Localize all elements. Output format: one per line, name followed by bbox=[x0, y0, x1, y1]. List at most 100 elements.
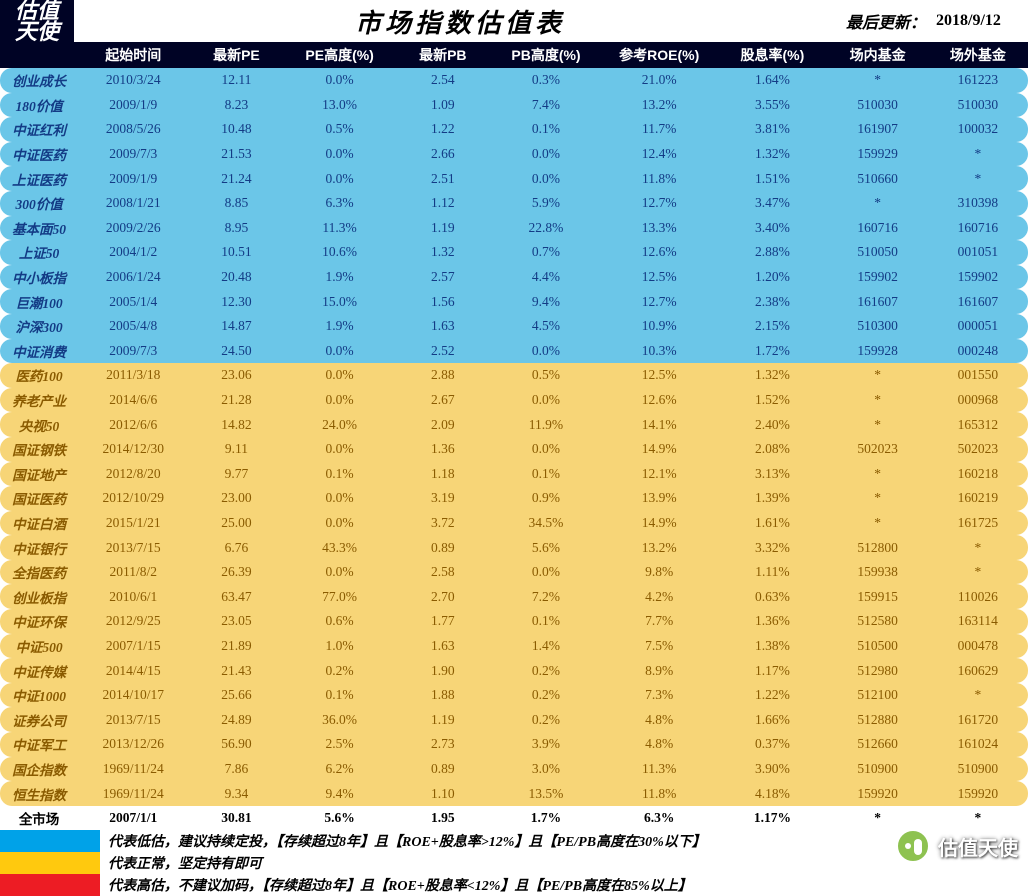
cell: 2.38% bbox=[717, 289, 827, 314]
cell: 000478 bbox=[928, 634, 1028, 659]
cell: 0.37% bbox=[717, 732, 827, 757]
legend-text: 代表低估，建议持续定投，【存续超过8年】且【ROE+股息率>12%】且【PE/P… bbox=[108, 831, 706, 851]
cell: 1.7% bbox=[491, 806, 601, 831]
table-row: 创业成长2010/3/2412.110.0%2.540.3%21.0%1.64%… bbox=[0, 68, 1028, 93]
cell: 0.2% bbox=[491, 658, 601, 683]
cell: 7.7% bbox=[601, 609, 717, 634]
cell: 161607 bbox=[928, 289, 1028, 314]
cell: 2008/5/26 bbox=[78, 117, 188, 142]
cell: 163114 bbox=[928, 609, 1028, 634]
cell: 1.19 bbox=[395, 216, 491, 241]
cell: 12.7% bbox=[601, 191, 717, 216]
table-row: 养老产业2014/6/621.280.0%2.670.0%12.6%1.52%*… bbox=[0, 388, 1028, 413]
cell: 43.3% bbox=[285, 535, 395, 560]
cell: 36.0% bbox=[285, 707, 395, 732]
cell: 1.19 bbox=[395, 707, 491, 732]
cell: 1.32% bbox=[717, 142, 827, 167]
index-name: 全市场 bbox=[0, 806, 78, 831]
cell: 160716 bbox=[928, 216, 1028, 241]
cell: 13.9% bbox=[601, 486, 717, 511]
cell: 10.9% bbox=[601, 314, 717, 339]
cell: 1.22% bbox=[717, 683, 827, 708]
cell: 512980 bbox=[828, 658, 928, 683]
index-name: 全指医药 bbox=[0, 560, 78, 585]
cell: 23.00 bbox=[188, 486, 284, 511]
cell: 2009/1/9 bbox=[78, 93, 188, 118]
table-row: 国企指数1969/11/247.866.2%0.893.0%11.3%3.90%… bbox=[0, 757, 1028, 782]
cell: 15.0% bbox=[285, 289, 395, 314]
cell: 510660 bbox=[828, 166, 928, 191]
cell: 2010/3/24 bbox=[78, 68, 188, 93]
cell: 2.09 bbox=[395, 412, 491, 437]
cell: 160716 bbox=[828, 216, 928, 241]
cell: 2.08% bbox=[717, 437, 827, 462]
index-name: 医药100 bbox=[0, 363, 78, 388]
legend-text: 代表高估，不建议加码，【存续超过8年】且【ROE+股息率<12%】且【PE/PB… bbox=[108, 875, 692, 895]
cell: * bbox=[928, 806, 1028, 831]
table-row: 上证医药2009/1/921.240.0%2.510.0%11.8%1.51%5… bbox=[0, 166, 1028, 191]
cell: * bbox=[828, 412, 928, 437]
cell: * bbox=[828, 388, 928, 413]
page-header: 估值 天使 市场指数估值表 最后更新： 2018/9/12 bbox=[0, 0, 1028, 42]
cell: 1.11% bbox=[717, 560, 827, 585]
cell: 0.9% bbox=[491, 486, 601, 511]
cell: 1.39% bbox=[717, 486, 827, 511]
cell: 2012/8/20 bbox=[78, 462, 188, 487]
cell: 512660 bbox=[828, 732, 928, 757]
cell: 1.32 bbox=[395, 240, 491, 265]
cell: 510030 bbox=[828, 93, 928, 118]
cell: 2.15% bbox=[717, 314, 827, 339]
logo-line2: 天使 bbox=[0, 21, 74, 42]
cell: 7.3% bbox=[601, 683, 717, 708]
cell: 1.18 bbox=[395, 462, 491, 487]
cell: 161720 bbox=[928, 707, 1028, 732]
cell: 0.0% bbox=[285, 437, 395, 462]
col-header: PB高度(%) bbox=[491, 42, 601, 68]
legend-row: 代表低估，建议持续定投，【存续超过8年】且【ROE+股息率>12%】且【PE/P… bbox=[0, 830, 1028, 852]
cell: 24.0% bbox=[285, 412, 395, 437]
cell: 4.5% bbox=[491, 314, 601, 339]
cell: 502023 bbox=[928, 437, 1028, 462]
table-row: 中证军工2013/12/2656.902.5%2.733.9%4.8%0.37%… bbox=[0, 732, 1028, 757]
cell: 2008/1/21 bbox=[78, 191, 188, 216]
cell: * bbox=[828, 806, 928, 831]
cell: 8.95 bbox=[188, 216, 284, 241]
index-name: 中证消费 bbox=[0, 339, 78, 364]
cell: 11.3% bbox=[285, 216, 395, 241]
index-name: 国证钢铁 bbox=[0, 437, 78, 462]
cell: * bbox=[828, 462, 928, 487]
cell: 6.76 bbox=[188, 535, 284, 560]
cell: 510900 bbox=[828, 757, 928, 782]
cell: 11.8% bbox=[601, 166, 717, 191]
cell: 1.4% bbox=[491, 634, 601, 659]
cell: * bbox=[928, 560, 1028, 585]
cell: * bbox=[828, 363, 928, 388]
cell: 12.6% bbox=[601, 388, 717, 413]
cell: 2009/2/26 bbox=[78, 216, 188, 241]
cell: 12.7% bbox=[601, 289, 717, 314]
cell: 13.0% bbox=[285, 93, 395, 118]
col-header: 场外基金 bbox=[928, 42, 1028, 68]
cell: 510900 bbox=[928, 757, 1028, 782]
cell: 1.90 bbox=[395, 658, 491, 683]
table-row: 中证红利2008/5/2610.480.5%1.220.1%11.7%3.81%… bbox=[0, 117, 1028, 142]
table-row: 证券公司2013/7/1524.8936.0%1.190.2%4.8%1.66%… bbox=[0, 707, 1028, 732]
cell: 8.9% bbox=[601, 658, 717, 683]
cell: 2013/7/15 bbox=[78, 707, 188, 732]
cell: 2012/10/29 bbox=[78, 486, 188, 511]
table-row: 创业板指2010/6/163.4777.0%2.707.2%4.2%0.63%1… bbox=[0, 584, 1028, 609]
cell: 10.48 bbox=[188, 117, 284, 142]
cell: 2014/6/6 bbox=[78, 388, 188, 413]
cell: 0.0% bbox=[491, 166, 601, 191]
cell: 1.51% bbox=[717, 166, 827, 191]
index-name: 中证银行 bbox=[0, 535, 78, 560]
table-row: 沪深3002005/4/814.871.9%1.634.5%10.9%2.15%… bbox=[0, 314, 1028, 339]
watermark: 估值天使 bbox=[896, 829, 1018, 863]
cell: 0.0% bbox=[285, 486, 395, 511]
cell: 0.0% bbox=[285, 68, 395, 93]
cell: 10.6% bbox=[285, 240, 395, 265]
cell: 161223 bbox=[928, 68, 1028, 93]
cell: 0.5% bbox=[491, 363, 601, 388]
cell: 12.5% bbox=[601, 265, 717, 290]
legend-row: 代表正常，坚定持有即可 bbox=[0, 852, 1028, 874]
